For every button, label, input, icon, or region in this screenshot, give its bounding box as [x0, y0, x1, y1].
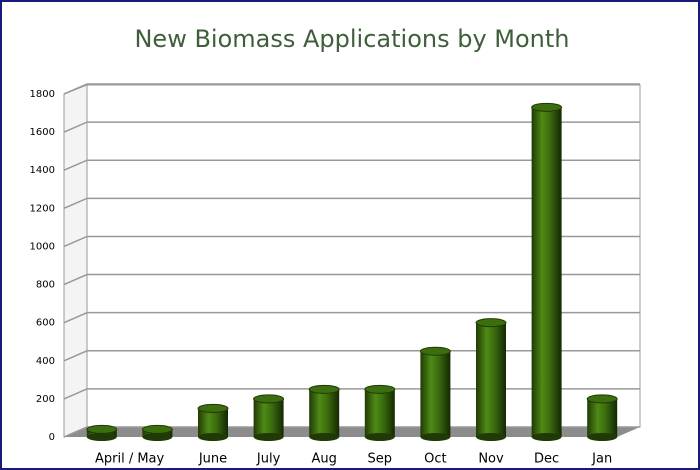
x-tick-label: Sep: [368, 452, 393, 467]
bar-top: [475, 318, 507, 328]
y-tick-label: 200: [36, 394, 55, 405]
x-tick-label: Dec: [534, 452, 559, 467]
bar-base: [587, 433, 618, 441]
bar: [309, 389, 340, 437]
bar-top: [253, 394, 285, 404]
bar-top: [86, 424, 118, 434]
grid-line: [63, 350, 640, 362]
x-tick-label: Oct: [424, 452, 446, 467]
grid-line: [63, 121, 640, 133]
y-tick-label: 1400: [30, 165, 55, 176]
grid-line: [63, 273, 640, 286]
bar-top: [531, 102, 563, 112]
grid-line: [63, 197, 640, 210]
bar-base: [86, 433, 117, 441]
bar: [198, 408, 228, 437]
bar-base: [253, 433, 284, 441]
bar: [476, 322, 506, 437]
bar-base: [198, 433, 228, 441]
grid-line: [63, 159, 640, 171]
y-tick-label: 1200: [30, 203, 55, 214]
y-tick-label: 1800: [30, 89, 55, 100]
bar-top: [308, 384, 340, 394]
x-tick-label: Aug: [312, 452, 337, 467]
x-tick-label: July: [256, 452, 281, 467]
side-wall: [63, 84, 88, 438]
bar: [587, 398, 618, 437]
bar-base: [364, 433, 395, 441]
bar-top: [419, 346, 451, 356]
y-tick-label: 800: [36, 280, 55, 291]
bar-base: [420, 433, 451, 441]
y-tick-label: 1600: [30, 127, 55, 138]
x-tick-label: Jan: [591, 452, 612, 467]
bar-base: [309, 433, 340, 441]
x-tick-label: Nov: [478, 452, 504, 467]
y-tick-label: 1000: [30, 241, 55, 252]
bar: [531, 107, 562, 437]
grid-line: [63, 426, 640, 438]
bar-base: [142, 433, 173, 441]
bar-top: [197, 403, 229, 413]
bar-base: [531, 433, 562, 441]
y-tick-label: 600: [36, 318, 55, 329]
bar: [364, 389, 395, 437]
bar: [253, 398, 284, 437]
x-tick-label: June: [198, 452, 227, 467]
bar-base: [476, 433, 506, 441]
grid-line: [63, 311, 640, 324]
y-tick-label: 0: [49, 432, 55, 443]
bar-top: [364, 384, 396, 394]
bar-top: [586, 394, 618, 404]
grid-line: [63, 235, 640, 248]
x-tick-label: April / May: [95, 452, 165, 467]
grid-line: [63, 388, 640, 400]
y-tick-label: 400: [36, 356, 55, 367]
grid-line: [63, 83, 640, 95]
bar-top: [141, 424, 173, 434]
chart-title: New Biomass Applications by Month: [134, 25, 569, 53]
bar: [420, 351, 451, 437]
